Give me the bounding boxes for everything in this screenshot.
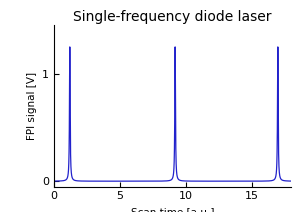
X-axis label: Scan time [a.u.]: Scan time [a.u.] (131, 207, 214, 212)
Y-axis label: FPI signal [V]: FPI signal [V] (27, 72, 37, 140)
Title: Single-frequency diode laser: Single-frequency diode laser (73, 10, 272, 24)
